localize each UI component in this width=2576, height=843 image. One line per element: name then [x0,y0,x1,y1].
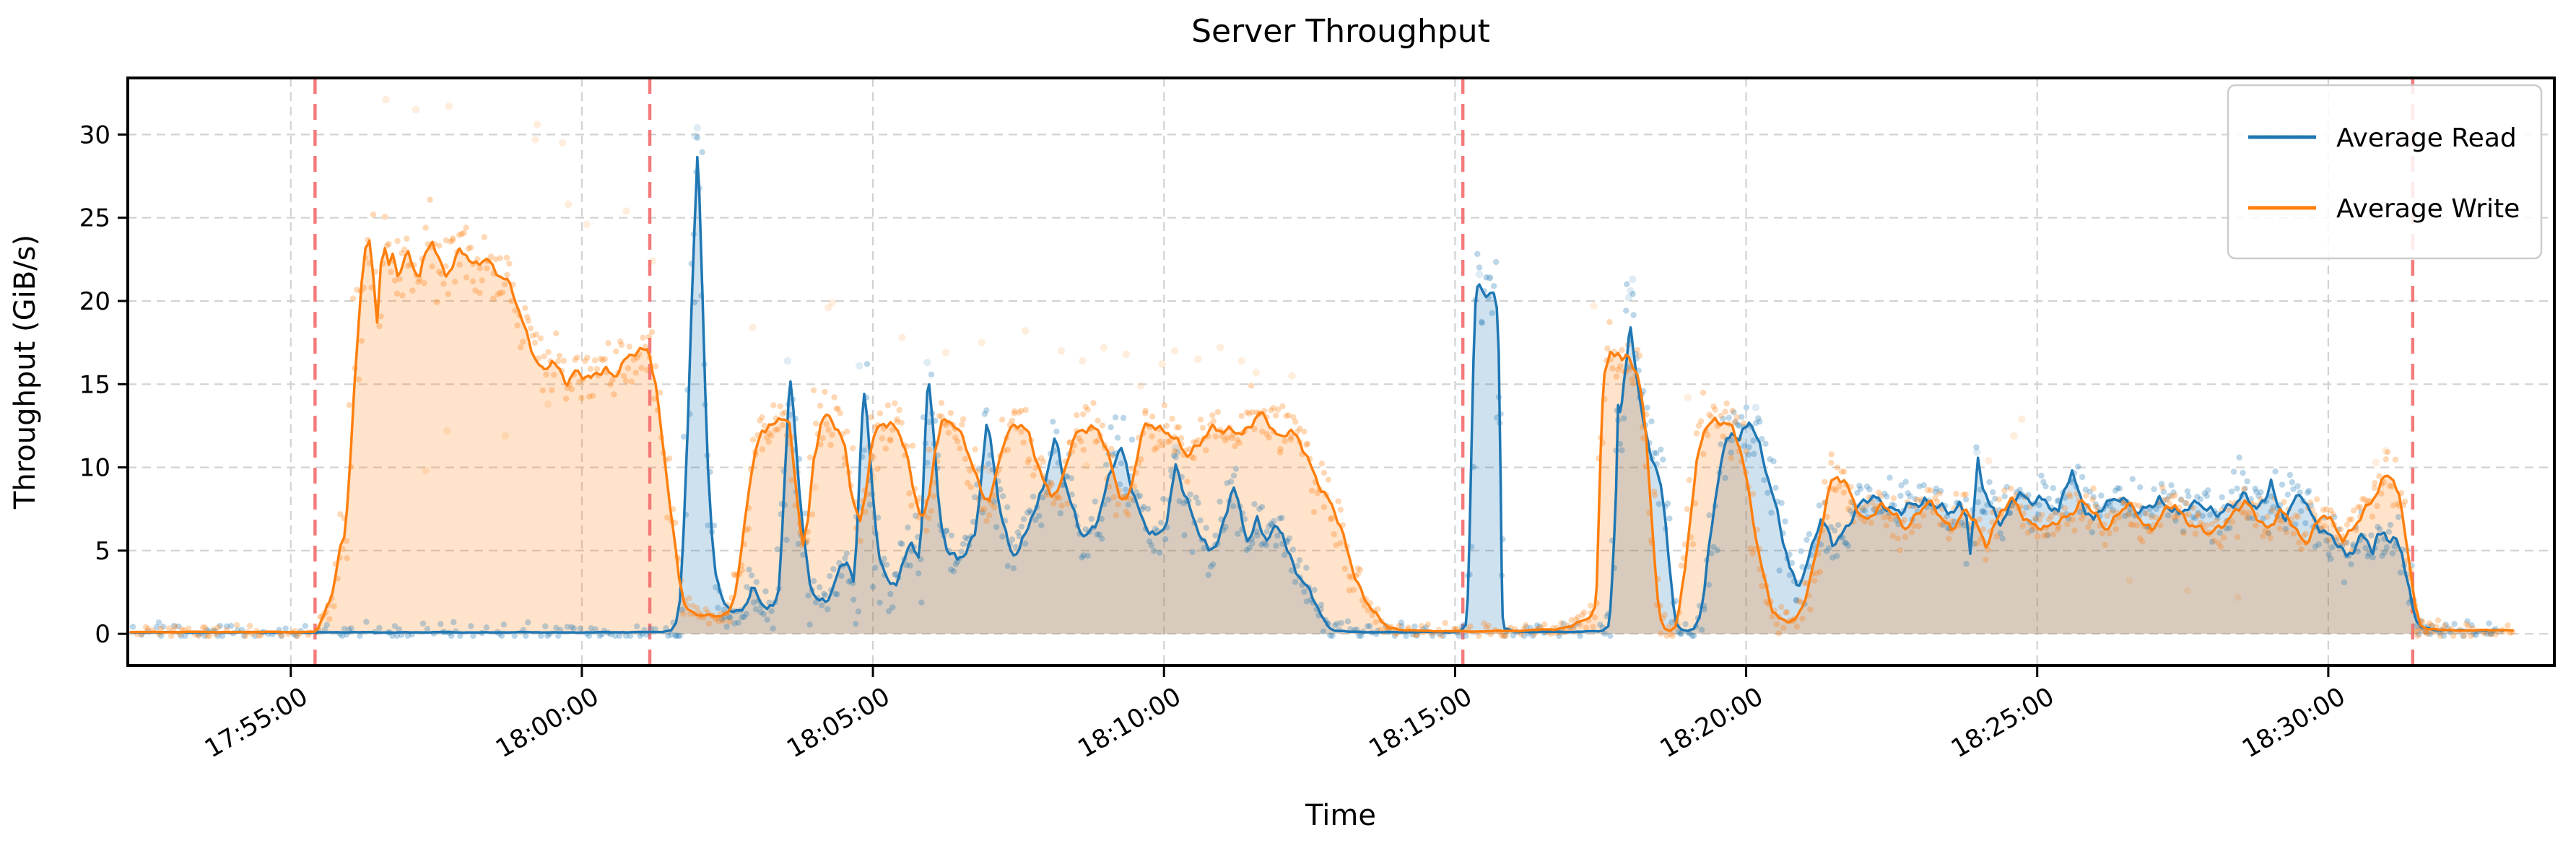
average-write-line [129,239,2514,634]
y-tick-label: 20 [79,287,110,316]
series-line-layer [129,155,2514,634]
average-read-area [131,157,2503,634]
average-read-line [129,155,2505,634]
y-tick-label: 15 [79,370,110,399]
legend: Average Read Average Write [2227,84,2543,260]
area-fill-layer [131,157,2513,634]
legend-label-read: Average Read [2336,123,2517,153]
x-tick-label: 17:55:00 [200,682,313,764]
x-tick-label: 18:10:00 [1074,682,1186,764]
y-tick-label: 10 [79,454,110,483]
tick-marks [118,133,2330,677]
average-write-area [131,240,2513,634]
y-tick-label: 25 [79,204,110,233]
legend-item-average-write: Average Write [2248,194,2520,224]
x-tick-label: 18:00:00 [491,682,604,764]
chart-title: Server Throughput [1191,13,1490,50]
y-tick-label: 0 [95,620,110,649]
y-axis-label: Throughput (GiB/s) [9,235,42,510]
legend-item-average-read: Average Read [2248,123,2517,153]
x-tick-label: 18:25:00 [1946,682,2059,764]
y-tick-label: 5 [95,537,110,566]
plot-border [126,77,2556,667]
x-axis-label: Time [1305,799,1376,832]
grid-layer [128,78,2554,665]
x-tick-label: 18:30:00 [2237,682,2350,764]
x-tick-label: 18:05:00 [782,682,895,764]
event-marker-lines [313,78,2415,665]
x-tick-label: 18:15:00 [1365,682,1477,764]
legend-label-write: Average Write [2336,194,2520,224]
y-tick-label: 30 [79,121,110,149]
legend-box [2227,84,2543,260]
x-tick-label: 18:20:00 [1655,682,1768,764]
